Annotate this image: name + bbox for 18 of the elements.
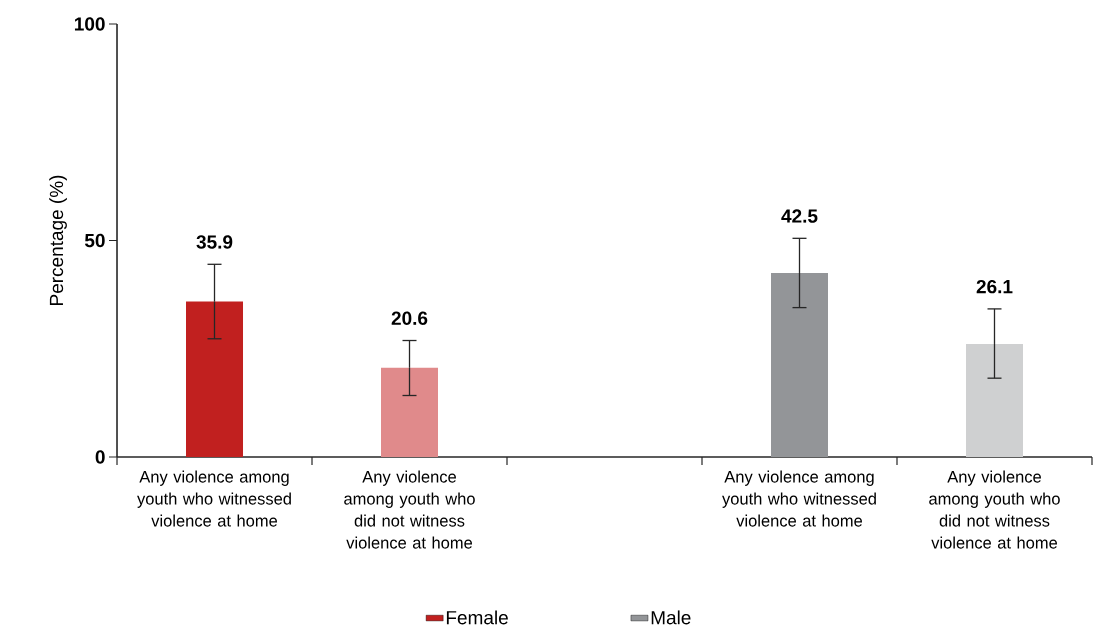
x-tick-label: Any violence among youth who witnessed violence at home: [722, 470, 876, 527]
y-tick-label: 100: [74, 17, 105, 31]
x-tick-label: Any violence among youth who did not witness violence at home: [929, 470, 1060, 549]
legend-label: Female: [446, 610, 508, 625]
bar: [771, 273, 828, 458]
data-label: 35.9: [196, 235, 233, 249]
y-tick-label: 0: [95, 450, 105, 464]
data-label: 26.1: [976, 280, 1013, 294]
data-label: 42.5: [781, 209, 818, 223]
bar: [186, 301, 244, 458]
y-axis-title: Percentage (%): [49, 175, 67, 306]
data-label: 20.6: [391, 311, 428, 326]
bar: [381, 367, 439, 458]
x-tick-label: Any violence among youth who did not witness violence at home: [344, 470, 475, 549]
x-tick-label: Any violence among youth who witnessed violence at home: [137, 470, 291, 527]
bar: [966, 344, 1023, 458]
y-tick-label: 50: [84, 233, 105, 248]
legend-label: Male: [651, 610, 691, 625]
